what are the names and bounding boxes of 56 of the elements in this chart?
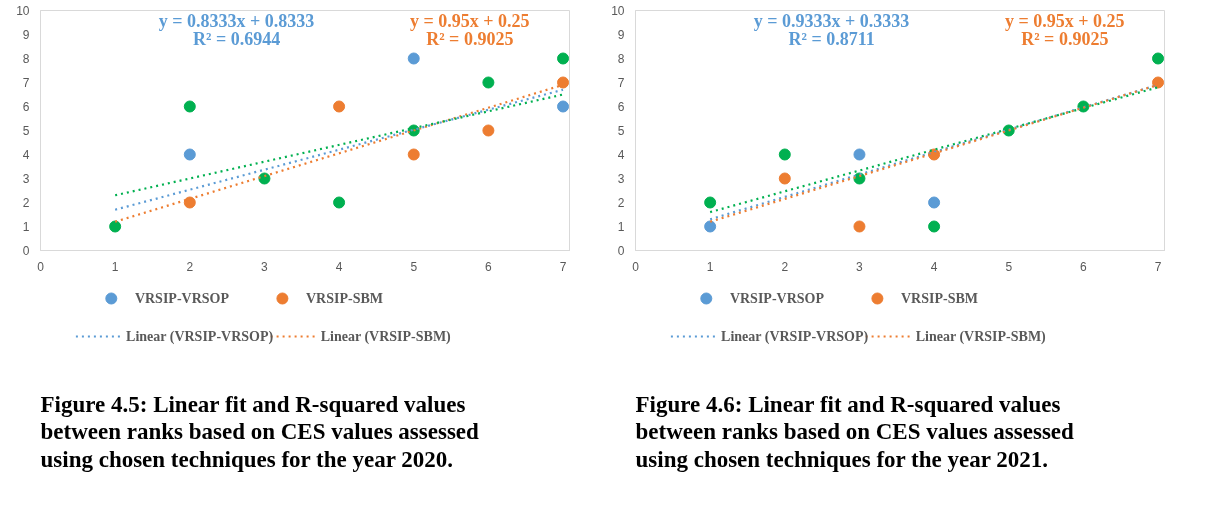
y-tick-label: 8 xyxy=(617,52,625,66)
x-tick-label: 6 xyxy=(1080,259,1088,274)
annotation: y = 0.95x + 0.25 xyxy=(1005,11,1125,32)
annotation: R² = 0.9025 xyxy=(1021,29,1109,50)
x-tick-label: 0 xyxy=(632,259,640,274)
legend-label: Linear (VRSIP-VRSOP) xyxy=(721,329,869,345)
x-tick-label: 3 xyxy=(261,259,269,274)
y-tick-label: 0 xyxy=(617,244,625,258)
annotation: R² = 0.8711 xyxy=(788,29,875,50)
legend-label: VRSIP-VRSOP xyxy=(134,291,230,306)
annotation: y = 0.8333x + 0.8333 xyxy=(158,11,315,32)
y-tick-label: 1 xyxy=(22,220,30,234)
legend-label: VRSIP-SBM xyxy=(306,291,384,306)
y-tick-label: 6 xyxy=(617,100,625,114)
y-tick-label: 6 xyxy=(22,100,30,114)
y-tick-label: 0 xyxy=(22,244,30,258)
y-tick-label: 8 xyxy=(22,52,30,66)
y-tick-label: 5 xyxy=(617,124,625,138)
y-tick-label: 9 xyxy=(617,28,625,42)
legend-label: VRSIP-VRSOP xyxy=(729,291,825,306)
x-tick-label: 1 xyxy=(111,259,119,274)
y-tick-label: 5 xyxy=(22,124,30,138)
legend-label: Linear (VRSIP-SBM) xyxy=(915,329,1047,345)
y-tick-label: 3 xyxy=(22,172,30,186)
x-tick-label: 5 xyxy=(1005,259,1013,274)
legend-label: Linear (VRSIP-SBM) xyxy=(320,329,452,345)
y-tick-label: 7 xyxy=(617,76,625,90)
x-tick-label: 3 xyxy=(856,259,864,274)
x-tick-label: 2 xyxy=(781,259,789,274)
annotation: y = 0.95x + 0.25 xyxy=(410,11,530,32)
x-tick-label: 4 xyxy=(930,259,938,274)
y-tick-label: 4 xyxy=(22,148,30,162)
y-tick-label: 4 xyxy=(617,148,625,162)
x-tick-label: 7 xyxy=(559,259,567,274)
y-tick-label: 1 xyxy=(617,220,625,234)
y-tick-label: 7 xyxy=(22,76,30,90)
text: Figure 4.6: Linear fit and R-squared values between ranks based on CES values assessed using chosen techniques for the year 2021. xyxy=(635,391,1075,472)
y-tick-label: 2 xyxy=(617,196,625,210)
text: Figure 4.5: Linear fit and R-squared values between ranks based on CES values assessed using chosen techniques for the year 2020. xyxy=(40,391,480,472)
x-tick-label: 1 xyxy=(706,259,714,274)
x-tick-label: 7 xyxy=(1154,259,1162,274)
y-tick-label: 10 xyxy=(611,4,625,18)
legend-label: VRSIP-SBM xyxy=(901,291,979,306)
legend-label: Linear (VRSIP-VRSOP) xyxy=(126,329,274,345)
y-tick-label: 9 xyxy=(22,28,30,42)
annotation: R² = 0.9025 xyxy=(426,29,514,50)
x-tick-label: 5 xyxy=(410,259,418,274)
x-tick-label: 6 xyxy=(485,259,493,274)
x-tick-label: 4 xyxy=(335,259,343,274)
y-tick-label: 2 xyxy=(22,196,30,210)
x-tick-label: 2 xyxy=(186,259,194,274)
x-tick-label: 0 xyxy=(37,259,45,274)
annotation: R² = 0.6944 xyxy=(193,29,281,50)
annotation: y = 0.9333x + 0.3333 xyxy=(753,11,910,32)
y-tick-label: 3 xyxy=(617,172,625,186)
y-tick-label: 10 xyxy=(16,4,30,18)
